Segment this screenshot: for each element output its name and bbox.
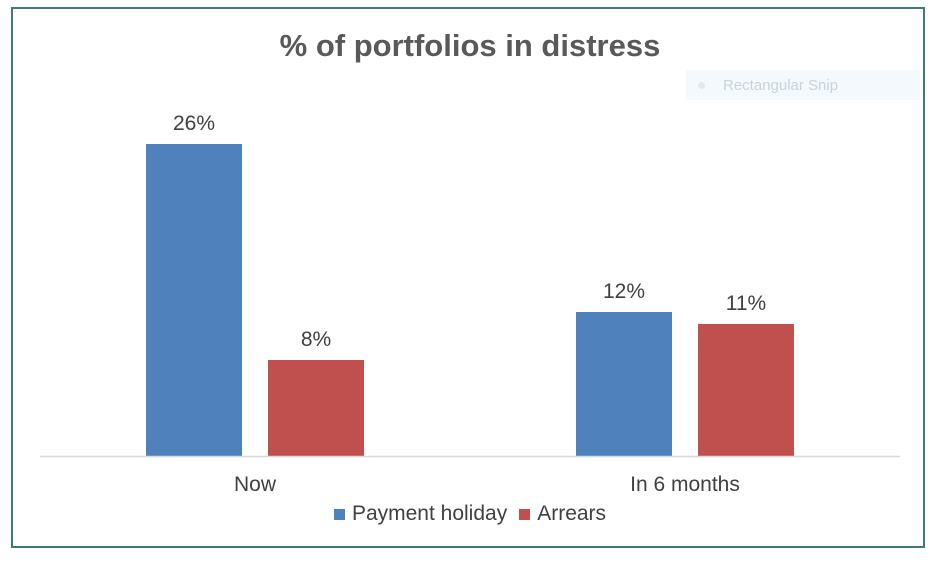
legend-label-payment-holiday: Payment holiday <box>351 502 508 525</box>
bar-arrears-in-6-months <box>698 324 794 456</box>
rectangular-snip-tag[interactable]: Rectangular Snip <box>686 70 920 100</box>
category-label: In 6 months <box>630 473 740 496</box>
data-label: 11% <box>726 292 766 315</box>
legend-swatch-arrears <box>519 508 531 520</box>
legend-label-arrears: Arrears <box>537 502 607 525</box>
snip-label: Rectangular Snip <box>723 76 839 94</box>
chart-title: % of portfolios in distress <box>279 28 661 63</box>
data-label: 26% <box>173 112 215 135</box>
legend-swatch-payment-holiday <box>333 508 345 520</box>
bar-arrears-now <box>268 360 364 456</box>
snip-dot-icon <box>698 81 705 89</box>
category-label: Now <box>234 473 277 496</box>
legend: Payment holiday Arrears <box>0 502 940 526</box>
bar-payment-holiday-in-6-months <box>576 312 672 456</box>
legend-item-payment-holiday: Payment holiday <box>333 502 508 526</box>
data-label: 8% <box>301 328 331 351</box>
bar-payment-holiday-now <box>146 144 242 456</box>
data-label: 12% <box>603 280 645 303</box>
legend-item-arrears: Arrears <box>519 502 606 526</box>
